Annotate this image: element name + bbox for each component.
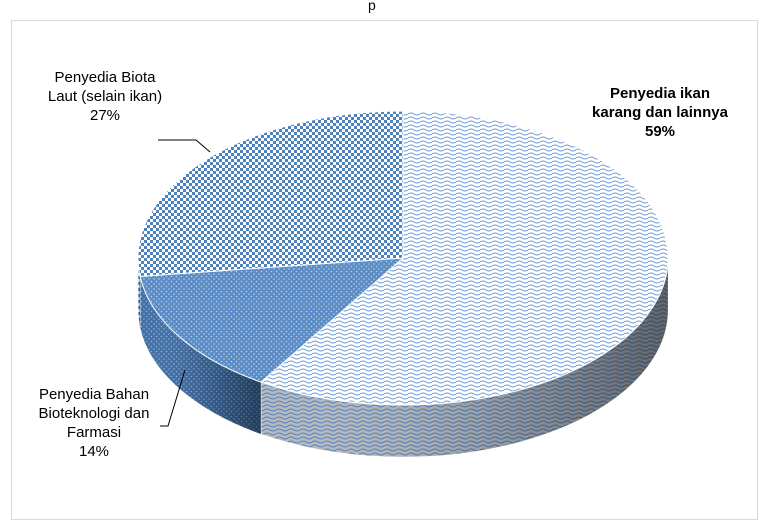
label-ikan-line1: Penyedia ikan <box>609 85 711 102</box>
pie-tops <box>137 110 669 406</box>
label-ikan-line2: karang dan lainnya <box>592 104 728 121</box>
pie-slice-2 <box>137 110 404 277</box>
chart-title-fragment: p <box>368 0 578 18</box>
leader-line-biota <box>158 139 211 153</box>
label-bahan-line3: Farmasi <box>66 424 122 441</box>
label-biota-line1: Penyedia Biota <box>54 69 156 86</box>
pie-side-shade-0 <box>261 258 668 457</box>
label-biota: Penyedia Biota Laut (selain ikan) 27% <box>20 68 190 125</box>
label-bahan: Penyedia Bahan Bioteknologi dan Farmasi … <box>14 385 174 461</box>
label-bahan-pct: 14% <box>78 443 110 460</box>
pie-slice-1 <box>139 257 405 383</box>
label-bahan-line1: Penyedia Bahan <box>38 386 150 403</box>
label-bahan-line2: Bioteknologi dan <box>38 405 150 422</box>
pie-side-shade-1 <box>140 276 262 435</box>
label-biota-line2: Laut (selain ikan) <box>47 88 163 105</box>
pie-slice-0 <box>260 110 669 406</box>
leader-lines <box>158 139 211 427</box>
label-biota-pct: 27% <box>89 107 121 124</box>
chart-title-text: p <box>368 0 376 13</box>
label-ikan: Penyedia ikan karang dan lainnya 59% <box>570 84 750 141</box>
label-ikan-pct: 59% <box>644 123 676 140</box>
pie-sides <box>137 257 669 458</box>
leader-line-bahan <box>160 369 186 427</box>
